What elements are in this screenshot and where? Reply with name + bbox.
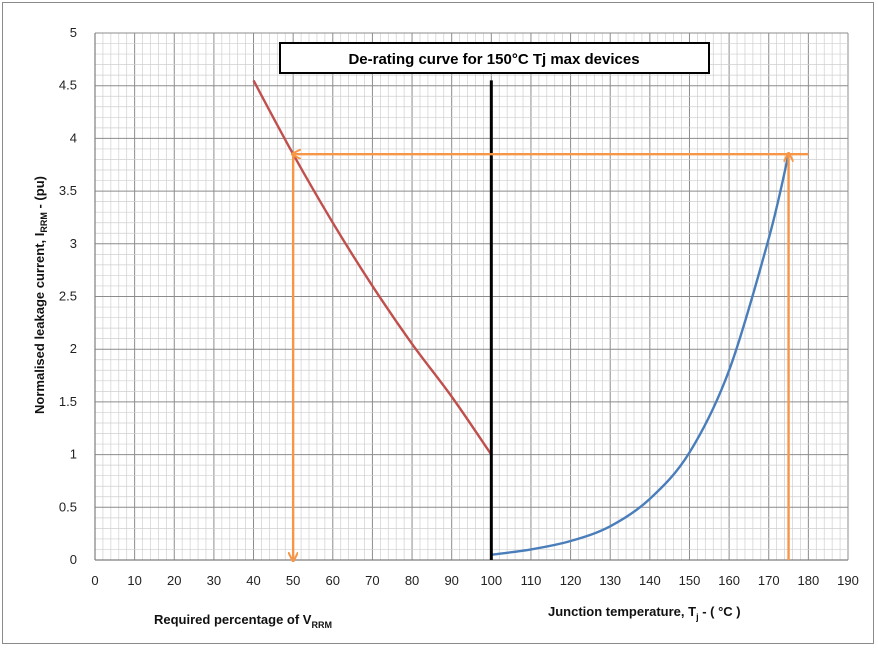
y-tick-label: 3.5 <box>59 183 77 198</box>
y-tick-label: 5 <box>70 25 77 40</box>
series-line-2 <box>491 153 790 556</box>
y-axis-label-main: Normalised leakage current, I <box>32 233 47 414</box>
x-axis-label-right-main: Junction temperature, T <box>548 604 696 619</box>
y-tick-label: 4.5 <box>59 78 77 93</box>
y-tick-label: 1.5 <box>59 394 77 409</box>
series-lines <box>252 79 790 560</box>
x-tick-label: 110 <box>521 573 542 588</box>
y-axis-label: Normalised leakage current, IRRM - (pu) <box>32 176 49 414</box>
x-tick-label: 40 <box>246 573 260 588</box>
chart-title: De-rating curve for 150°C Tj max devices <box>348 51 639 68</box>
x-tick-label: 50 <box>286 573 300 588</box>
x-axis-label-left-main: Required percentage of V <box>154 612 312 627</box>
x-tick-label: 20 <box>167 573 181 588</box>
y-tick-label: 3 <box>70 236 77 251</box>
y-tick-label: 1 <box>70 447 77 462</box>
guide-arrows <box>293 154 809 560</box>
x-axis-label-left: Required percentage of VRRM <box>154 612 332 630</box>
y-tick-label: 0.5 <box>59 499 77 514</box>
y-tick-label: 4 <box>70 130 77 145</box>
x-tick-label: 100 <box>480 573 502 588</box>
y-tick-label: 2 <box>70 341 77 356</box>
x-tick-label: 70 <box>365 573 379 588</box>
x-tick-label: 150 <box>679 573 701 588</box>
x-tick-label: 30 <box>207 573 221 588</box>
x-axis-label-right-sub: j <box>695 612 699 622</box>
y-tick-label: 2.5 <box>59 289 77 304</box>
x-tick-label: 180 <box>798 573 820 588</box>
x-axis-label-right-tail: - ( °C ) <box>699 604 741 619</box>
chart-title-box: De-rating curve for 150°C Tj max devices <box>279 42 710 74</box>
y-axis-label-sub: RRM <box>39 212 49 233</box>
x-tick-label: 80 <box>405 573 419 588</box>
x-axis-label-left-sub: RRM <box>311 620 332 630</box>
x-tick-label: 160 <box>718 573 740 588</box>
x-axis-label-right: Junction temperature, Tj - ( °C ) <box>548 604 741 622</box>
grid <box>94 32 849 561</box>
x-tick-label: 140 <box>639 573 661 588</box>
x-tick-label: 90 <box>444 573 458 588</box>
tick-labels: 0 10 20 30 40 50 60 70 80 90 100 110 120 130 140 150 160… <box>59 25 859 588</box>
y-axis-label-tail: - (pu) <box>32 176 47 212</box>
x-tick-label: 190 <box>837 573 859 588</box>
x-tick-label: 130 <box>599 573 621 588</box>
x-tick-label: 170 <box>758 573 780 588</box>
x-tick-label: 60 <box>326 573 340 588</box>
x-tick-label: 120 <box>560 573 582 588</box>
x-tick-label: 0 <box>91 573 98 588</box>
y-tick-label: 0 <box>70 552 77 567</box>
x-tick-label: 10 <box>127 573 141 588</box>
